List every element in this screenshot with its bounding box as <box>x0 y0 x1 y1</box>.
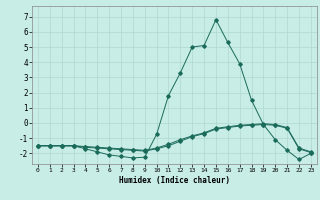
X-axis label: Humidex (Indice chaleur): Humidex (Indice chaleur) <box>119 176 230 185</box>
